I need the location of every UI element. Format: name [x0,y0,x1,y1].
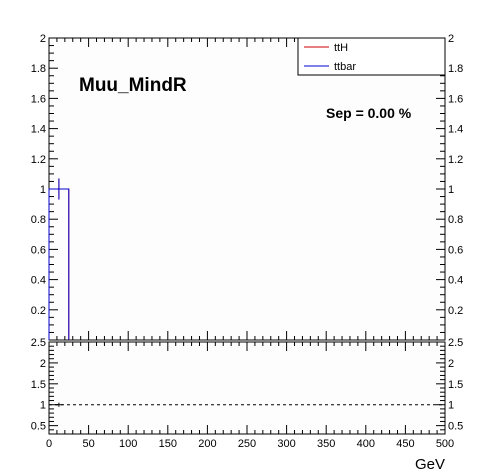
legend-label-tth: ttH [334,42,348,54]
y-tick-label-right: 1.2 [448,154,463,166]
ratio-y-tick-label-right: 1.5 [448,379,463,391]
y-tick-label-right: 2 [448,33,454,45]
y-tick-label-left: 2 [40,33,46,45]
chart-title: Muu_MindR [79,75,187,96]
y-tick-label-right: 0.6 [448,244,463,256]
y-tick-label-left: 1.4 [31,124,46,136]
y-tick-label-left: 1.2 [31,154,46,166]
y-tick-label-right: 0.2 [448,305,463,317]
y-tick-label-left: 1.6 [31,93,46,105]
y-tick-label-left: 0.2 [31,305,46,317]
ratio-y-tick-label-left: 0.5 [31,421,46,433]
ratio-y-tick-label-left: 2.5 [31,337,46,349]
histogram-series [48,178,70,340]
legend: ttH ttbar [297,37,446,76]
x-tick-label: 200 [198,438,216,450]
y-tick-label-right: 0.4 [448,275,463,287]
y-tick-label-right: 1 [448,184,454,196]
x-axis-label: GeV [415,456,445,472]
y-tick-label-left: 1.8 [31,63,46,75]
y-tick-label-right: 0.8 [448,214,463,226]
ratio-y-tick-label-right: 0.5 [448,421,463,433]
ratio-plot-frame [48,341,446,435]
ratio-y-tick-label-right: 2.5 [448,337,463,349]
x-tick-label: 450 [396,438,414,450]
main-plot-frame [48,37,446,341]
x-tick-label: 100 [119,438,137,450]
y-tick-label-right: 1.6 [448,93,463,105]
x-tick-label: 0 [46,438,52,450]
x-tick-label: 150 [159,438,177,450]
main-axis-ticks: 0.2 0.2 0.4 0.4 0.6 0.6 0.8 0.8 1 1 1.2 1.2 1.4 1.4 1.… [31,33,463,340]
separation-annotation: Sep = 0.00 % [326,105,412,121]
ratio-series [49,402,445,407]
x-tick-label: 300 [277,438,295,450]
ratio-y-tick-label-right: 1 [448,400,454,412]
y-tick-label-left: 0.4 [31,275,46,287]
x-tick-label: 50 [82,438,94,450]
ratio-y-tick-label-right: 2 [448,358,454,370]
x-tick-label: 250 [238,438,256,450]
legend-label-ttbar: ttbar [334,61,356,73]
x-tick-label: 350 [317,438,335,450]
ratio-y-tick-label-left: 1.5 [31,379,46,391]
x-tick-label: 400 [357,438,375,450]
y-tick-label-right: 1.4 [448,124,463,136]
ratio-y-tick-label-left: 1 [40,400,46,412]
y-tick-label-left: 1 [40,184,46,196]
y-tick-label-left: 0.8 [31,214,46,226]
x-tick-label: 500 [436,438,454,450]
ratio-axis-ticks: 0.5 0.5 1 1 1.5 1.5 2 2 2.5 2.5 0 50 100 150 200 250 300… [31,337,464,450]
y-tick-label-right: 1.8 [448,63,463,75]
ratio-y-tick-label-left: 2 [40,358,46,370]
y-tick-label-left: 0.6 [31,244,46,256]
